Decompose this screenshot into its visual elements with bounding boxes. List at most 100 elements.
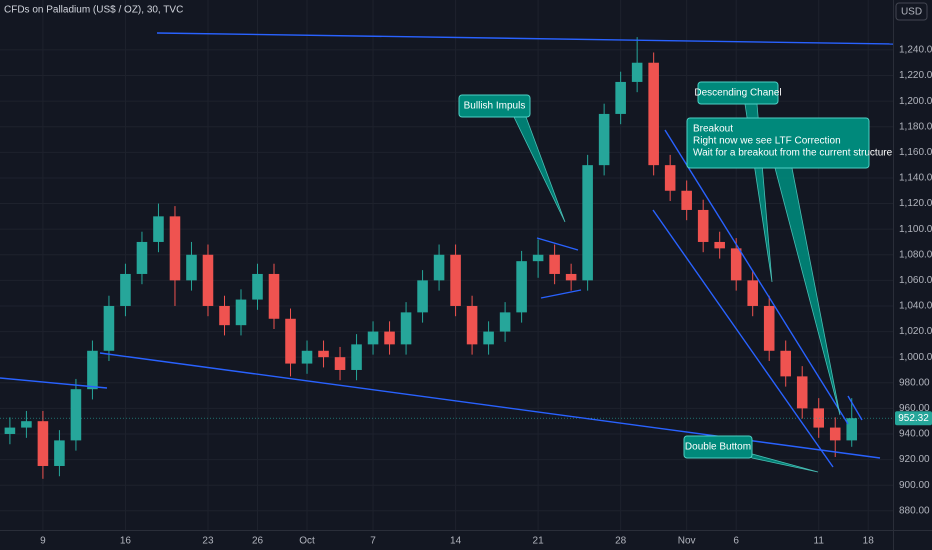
y-tick-label: 920.00 bbox=[899, 454, 930, 465]
candle-body bbox=[219, 305, 230, 326]
candle-body bbox=[747, 280, 758, 306]
candle-body bbox=[664, 165, 676, 191]
y-tick-label: 1,220.00 bbox=[899, 70, 932, 81]
candle-body bbox=[763, 305, 775, 351]
channel-top bbox=[664, 129, 849, 425]
callout-box bbox=[697, 81, 779, 105]
flag-bottom bbox=[540, 289, 582, 299]
y-tick-label: 1,040.00 bbox=[899, 301, 932, 312]
x-axis-panel bbox=[0, 530, 932, 550]
y-tick-label: 960.00 bbox=[899, 403, 930, 414]
callout-text: Descending Chanel bbox=[694, 88, 781, 99]
x-tick-label: 11 bbox=[814, 536, 825, 547]
callout-text: Double Buttom bbox=[685, 442, 751, 453]
candle-body bbox=[169, 216, 181, 281]
y-axis-panel bbox=[893, 0, 932, 550]
y-tick-label: 1,000.00 bbox=[899, 352, 932, 363]
candle-body bbox=[21, 421, 32, 428]
candle-body bbox=[384, 331, 395, 345]
x-tick-label: 28 bbox=[615, 536, 627, 547]
callouts: Bullish Impuls Descending Chanel Breakou… bbox=[458, 81, 893, 473]
x-tick-label: 18 bbox=[863, 536, 875, 547]
candle-body bbox=[499, 312, 511, 332]
candle-body bbox=[268, 273, 280, 319]
callout-box bbox=[686, 117, 870, 169]
left-line bbox=[0, 377, 108, 389]
x-tick-label: 6 bbox=[733, 536, 739, 547]
breakout-line bbox=[847, 395, 863, 421]
callout-box bbox=[458, 94, 531, 118]
candle-body bbox=[235, 299, 247, 326]
candle-body bbox=[681, 190, 692, 210]
candle-body bbox=[186, 254, 197, 281]
candle-body bbox=[318, 350, 329, 358]
y-tick-label: 880.00 bbox=[899, 505, 930, 516]
y-tick-label: 1,180.00 bbox=[899, 121, 932, 132]
candle-body bbox=[796, 376, 808, 409]
candle-body bbox=[367, 331, 379, 345]
x-tick-label: 7 bbox=[370, 536, 376, 547]
last-price-label: 952.32 bbox=[898, 413, 929, 424]
candle-body bbox=[4, 427, 16, 434]
candle-body bbox=[120, 273, 131, 306]
callout-box bbox=[683, 435, 753, 459]
candle-body bbox=[285, 318, 296, 364]
candle-body bbox=[202, 254, 214, 306]
x-tick-label: 16 bbox=[120, 536, 132, 547]
y-tick-label: 940.00 bbox=[899, 429, 930, 440]
chart-title: CFDs on Palladium (US$ / OZ), 30, TVC bbox=[4, 5, 183, 16]
candle-body bbox=[730, 248, 742, 281]
candle-body bbox=[433, 254, 445, 281]
y-tick-label: 1,240.00 bbox=[899, 45, 932, 56]
x-tick-label: Nov bbox=[678, 536, 696, 547]
candle-body bbox=[714, 241, 725, 249]
candle-body bbox=[301, 350, 313, 364]
candle-body bbox=[516, 261, 527, 313]
x-tick-label: Oct bbox=[299, 536, 315, 547]
resistance-line bbox=[156, 32, 894, 45]
y-tick-label: 1,060.00 bbox=[899, 275, 932, 286]
x-tick-label: 9 bbox=[40, 536, 46, 547]
candle-body bbox=[483, 331, 494, 345]
candle-body bbox=[252, 273, 263, 300]
y-tick-label: 1,140.00 bbox=[899, 173, 932, 184]
candle-body bbox=[648, 62, 659, 166]
y-tick-label: 1,100.00 bbox=[899, 224, 932, 235]
y-tick-label: 980.00 bbox=[899, 377, 930, 388]
callout-text: Bullish Impuls bbox=[464, 101, 526, 112]
y-tick-label: 1,200.00 bbox=[899, 96, 932, 107]
y-tick-label: 1,120.00 bbox=[899, 198, 932, 209]
last-price-box bbox=[895, 411, 932, 426]
channel-bottom bbox=[652, 209, 834, 468]
callout-text: Wait for a breakout from the current str… bbox=[693, 148, 893, 159]
y-tick-label: 1,080.00 bbox=[899, 249, 932, 260]
y-tick-label: 1,160.00 bbox=[899, 147, 932, 158]
candle-body bbox=[549, 254, 560, 274]
candle-body bbox=[532, 254, 544, 262]
candle-body bbox=[400, 312, 412, 345]
candle-body bbox=[136, 241, 148, 274]
x-tick-label: 14 bbox=[450, 536, 462, 547]
x-tick-label: 21 bbox=[533, 536, 545, 547]
x-tick-label: 23 bbox=[202, 536, 214, 547]
y-tick-label: 900.00 bbox=[899, 480, 930, 491]
candle-body bbox=[466, 305, 478, 345]
candle-body bbox=[103, 305, 115, 351]
candle-body bbox=[87, 350, 98, 390]
candle-body bbox=[846, 418, 858, 441]
candle-body bbox=[598, 113, 610, 166]
candle-body bbox=[582, 165, 593, 281]
candle-body bbox=[334, 357, 346, 370]
candle-body bbox=[813, 408, 825, 428]
candle-body bbox=[450, 254, 461, 306]
currency-box bbox=[895, 2, 928, 21]
callout-text: Breakout bbox=[693, 124, 733, 135]
candle-body bbox=[54, 440, 65, 466]
candle-body bbox=[351, 344, 362, 370]
y-tick-label: 1,020.00 bbox=[899, 326, 932, 337]
candle-body bbox=[153, 216, 164, 242]
candle-body bbox=[829, 427, 841, 441]
